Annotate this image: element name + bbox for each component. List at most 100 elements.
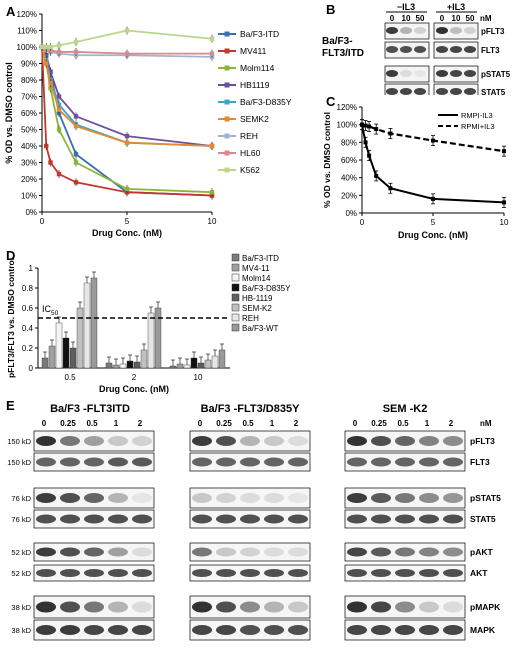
legend-label: Ba/F3-ITD	[240, 29, 279, 39]
bar	[76, 307, 84, 369]
legend-label: RMPI-IL3	[461, 111, 493, 120]
mw-marker: 52 kD	[11, 548, 31, 557]
bar	[83, 282, 91, 369]
data-point	[124, 186, 130, 192]
blot-band	[386, 88, 398, 95]
y-tick-label: 50%	[21, 126, 37, 135]
blot-band	[264, 514, 284, 524]
y-tick-label: 10%	[21, 192, 37, 201]
mw-marker: 76 kD	[11, 515, 31, 524]
data-point	[374, 127, 379, 132]
chart-d: 0 0.2 0.4 0.6 0.8 1 0.5 2 10 IC50 Drug Conc. (nM) p…	[6, 253, 291, 394]
blot-band	[347, 569, 367, 577]
series-line	[41, 46, 213, 194]
blot-band	[288, 569, 308, 577]
blot-row-label: STAT5	[481, 88, 506, 95]
lane-label: 1	[270, 419, 275, 428]
blot-band	[84, 569, 104, 577]
data-point	[209, 51, 215, 56]
legend-label: REH	[240, 131, 258, 141]
blot-band	[347, 601, 367, 613]
blot-band	[395, 493, 415, 503]
blot-row-label: pSTAT5	[481, 70, 511, 79]
y-tick-label: 0	[29, 364, 34, 373]
data-point	[73, 152, 79, 157]
unit-label: nM	[480, 14, 492, 23]
y-tick-label: 100%	[337, 121, 357, 130]
blot-band	[60, 457, 80, 467]
x-tick-label: 10	[208, 217, 217, 226]
legend-label: HB1119	[240, 80, 270, 90]
blot-band	[216, 569, 236, 577]
data-point	[431, 138, 435, 143]
blot-band	[240, 601, 260, 613]
x-tick-label: 2	[132, 373, 137, 382]
blot-band	[216, 601, 236, 613]
blot-band	[464, 27, 476, 34]
bar	[169, 365, 177, 369]
blot-band	[60, 601, 80, 613]
legend-swatch	[231, 313, 240, 322]
lane-label: 0.5	[397, 419, 409, 428]
blot-band	[371, 569, 391, 577]
blot-row-label: pMAPK	[470, 602, 501, 612]
y-axis-label: % OD vs. DMSO control	[4, 62, 14, 164]
blot-band	[347, 457, 367, 467]
blot-band	[400, 27, 412, 34]
y-tick-label: 1	[29, 264, 34, 273]
bar	[62, 337, 70, 369]
bar	[90, 277, 98, 369]
legend-swatch	[231, 293, 240, 302]
blot-band	[192, 436, 212, 446]
blot-band	[60, 547, 80, 557]
data-point	[44, 44, 49, 50]
blot-band	[288, 493, 308, 503]
bar	[69, 347, 77, 369]
chart-c: 0% 20% 40% 60% 80% 100% 120% 0 5 10 Drug Conc. (nM…	[322, 103, 509, 240]
blot-band	[84, 493, 104, 503]
ic50-label: IC50	[42, 304, 59, 317]
blot-band	[108, 457, 128, 467]
x-tick-label: 0	[360, 218, 365, 227]
blot-band	[464, 70, 476, 77]
y-tick-label: 0%	[25, 208, 37, 217]
blot-row-label: pFLT3	[470, 436, 495, 446]
y-tick-label: 120%	[337, 103, 357, 112]
legend-label: REH	[242, 314, 259, 323]
blot-band	[450, 46, 462, 53]
data-point	[124, 28, 130, 33]
blot-band	[60, 493, 80, 503]
mw-marker: 38 kD	[11, 626, 31, 635]
blot-band	[419, 457, 439, 467]
data-point	[363, 123, 368, 128]
blot-band	[450, 88, 462, 95]
lane-label: 0.25	[60, 419, 76, 428]
blot-row-label: FLT3	[481, 46, 500, 55]
blot-band	[36, 625, 56, 635]
blot-band	[419, 569, 439, 577]
blot-band	[192, 547, 212, 557]
bar	[183, 364, 191, 369]
panel-letter-d: D	[6, 248, 16, 263]
blot-band	[240, 569, 260, 577]
blot-band	[108, 436, 128, 446]
series-line	[41, 46, 213, 147]
bar	[197, 362, 205, 369]
y-tick-label: 0.4	[22, 324, 34, 333]
y-axis-label: pFLT3/FLT3 vs. DMSO control	[6, 258, 16, 378]
blot-band	[436, 88, 448, 95]
blot-band	[84, 547, 104, 557]
blot-band	[60, 514, 80, 524]
blot-band	[216, 625, 236, 635]
blot-band	[108, 514, 128, 524]
blot-band	[414, 70, 426, 77]
lane-label: 0	[390, 14, 395, 23]
legend-swatch	[231, 283, 240, 292]
y-tick-label: 0.2	[22, 344, 34, 353]
data-point	[56, 107, 62, 112]
lane-label: 1	[114, 419, 119, 428]
blot-band	[371, 493, 391, 503]
y-tick-label: 100%	[17, 43, 37, 52]
blot-band	[395, 601, 415, 613]
